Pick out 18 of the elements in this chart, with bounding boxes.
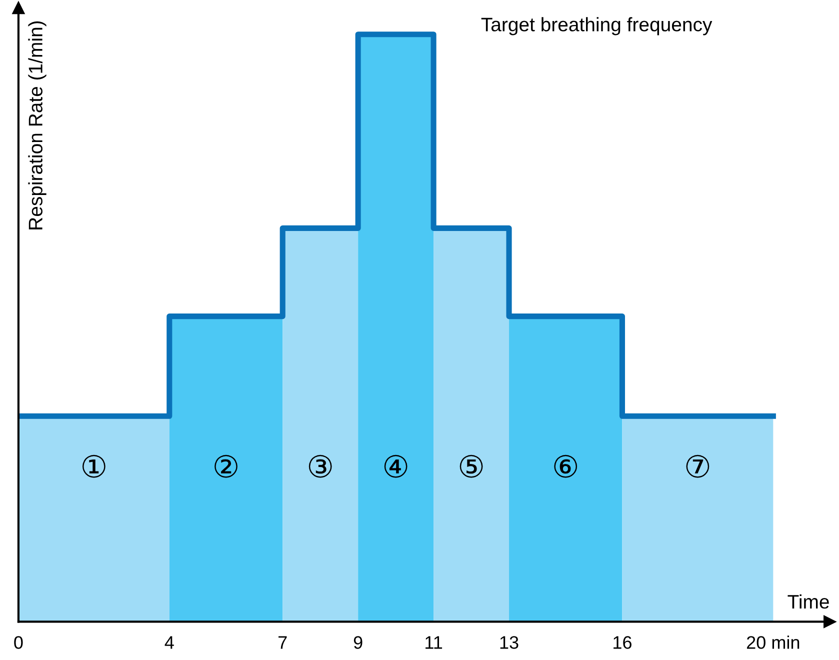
- x-tick-label: 13: [500, 636, 518, 649]
- annotation: ①: [82, 454, 106, 478]
- annotation: ⑦: [686, 454, 710, 478]
- annotation: ⑤: [460, 454, 483, 478]
- y-axis-title: Respiration Rate (1/min): [28, 21, 46, 230]
- x-tick-label: 7: [278, 636, 287, 649]
- x-tick-label: 4: [164, 636, 174, 649]
- annotation: ⑥: [554, 454, 578, 478]
- x-tick-label: 20 min: [746, 636, 800, 649]
- x-tick-label: 11: [426, 636, 442, 649]
- annotation: Target breathing frequency: [481, 17, 712, 36]
- annotation: ④: [384, 454, 408, 478]
- x-axis-title: Time: [788, 594, 829, 609]
- annotation: ③: [308, 454, 332, 478]
- annotation: ②: [214, 454, 238, 478]
- x-tick-label: 0: [14, 636, 23, 649]
- x-tick-label: 16: [614, 636, 632, 649]
- x-tick-label: 9: [354, 636, 362, 649]
